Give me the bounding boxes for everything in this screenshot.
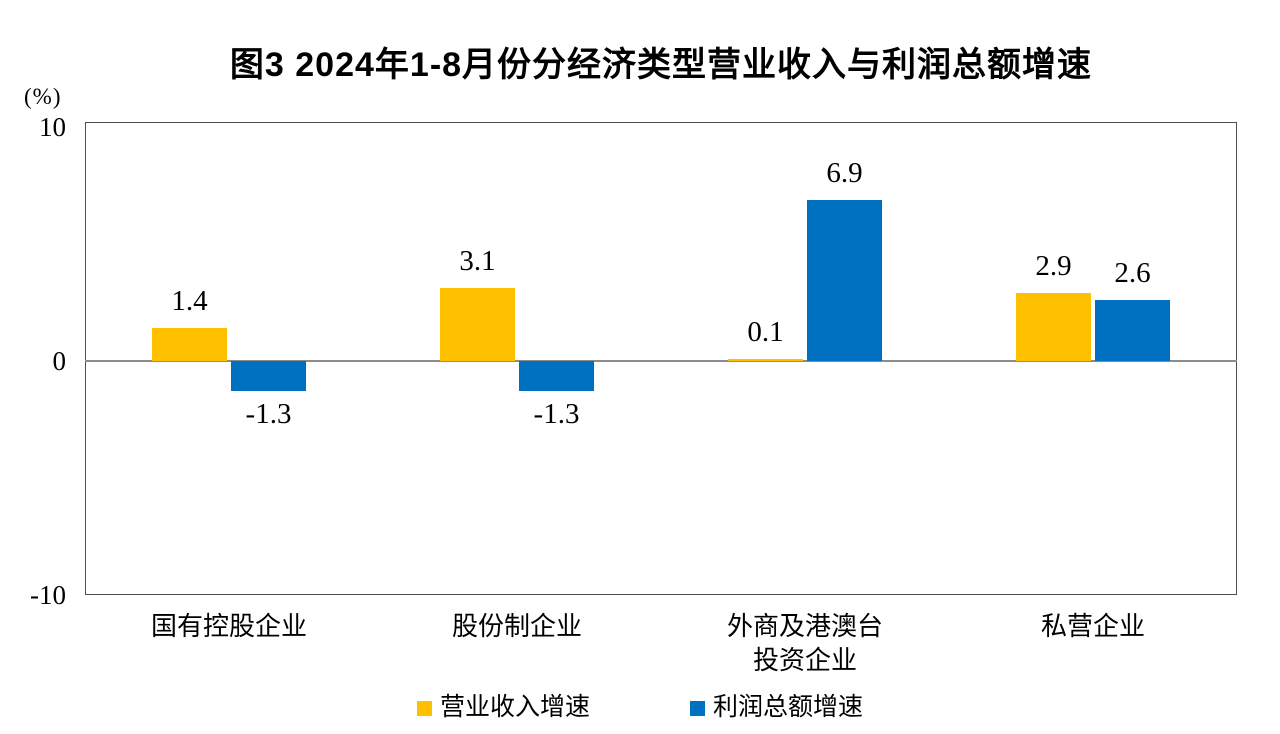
- legend-item: 利润总额增速: [690, 692, 863, 724]
- y-tick-label: 10: [39, 112, 66, 142]
- bar-value-label: 1.4: [171, 285, 208, 318]
- bar: [231, 361, 306, 392]
- legend-swatch-icon: [690, 700, 705, 716]
- bar-value-label: 6.9: [826, 156, 863, 189]
- legend-item: 营业收入增速: [416, 692, 590, 724]
- x-axis-label: 外商及港澳台 投资企业: [726, 612, 883, 675]
- y-axis-unit-label: (%): [24, 84, 62, 109]
- zero-gridline: [85, 360, 1237, 362]
- bar: [152, 328, 227, 361]
- bar: [440, 288, 515, 361]
- bar: [1016, 293, 1091, 361]
- x-axis-label: 私营企业: [1040, 612, 1145, 641]
- legend-label: 利润总额增速: [713, 694, 864, 721]
- chart-title: 图3 2024年1-8月份分经济类型营业收入与利润总额增速: [229, 46, 1093, 84]
- bar: [807, 199, 882, 361]
- legend-swatch-icon: [416, 700, 432, 716]
- legend-label: 营业收入增速: [439, 694, 590, 721]
- bar-value-label: 2.9: [1035, 250, 1072, 283]
- bar-value-label: 3.1: [459, 245, 496, 278]
- x-axis-label: 国有控股企业: [150, 612, 307, 641]
- y-tick-label: 0: [52, 346, 67, 376]
- bar: [728, 358, 803, 361]
- bar-value-label: -1.3: [533, 398, 580, 431]
- x-axis-label: 股份制企业: [451, 612, 582, 641]
- bar-value-label: 0.1: [747, 315, 784, 348]
- bar: [519, 361, 594, 392]
- bar: [1095, 300, 1170, 361]
- legend: 营业收入增速 利润总额增速: [0, 692, 1280, 724]
- bar-value-label: -1.3: [245, 398, 292, 431]
- bar-value-label: 2.6: [1114, 257, 1151, 290]
- y-tick-label: -10: [30, 580, 66, 610]
